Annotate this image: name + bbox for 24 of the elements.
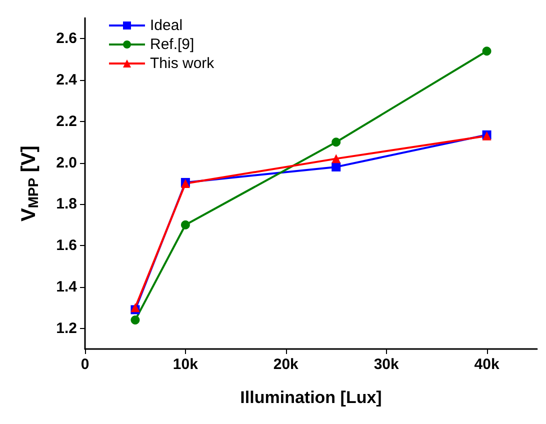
x-axis-title: Illumination [Lux] [240, 388, 382, 407]
x-tick-label: 0 [80, 356, 90, 373]
x-tick-label: 40k [474, 356, 500, 373]
y-tick-label: 1.6 [56, 237, 77, 254]
y-tick-label: 2.4 [56, 72, 78, 89]
y-tick-label: 2.6 [56, 30, 77, 48]
legend-label: This work [150, 55, 215, 72]
y-tick-label: 1.2 [56, 320, 77, 337]
y-axis-title: VMPP [V] [18, 146, 41, 222]
legend-label: Ref.[9] [150, 36, 194, 53]
x-tick-label: 30k [374, 356, 400, 373]
point [130, 316, 140, 325]
point [332, 154, 341, 164]
point [332, 162, 341, 172]
x-tick-label: 10k [172, 356, 199, 373]
y-tick-label: 2.0 [56, 154, 77, 172]
y-tick-label: 2.2 [56, 112, 77, 130]
y-tick-label: 1.4 [56, 278, 78, 296]
point [180, 220, 190, 230]
legend-label: Ideal [150, 17, 183, 34]
x-tick-label: 20k [273, 356, 300, 373]
y-tick-label: 1.8 [56, 196, 77, 213]
point [332, 138, 341, 147]
point [482, 46, 492, 56]
